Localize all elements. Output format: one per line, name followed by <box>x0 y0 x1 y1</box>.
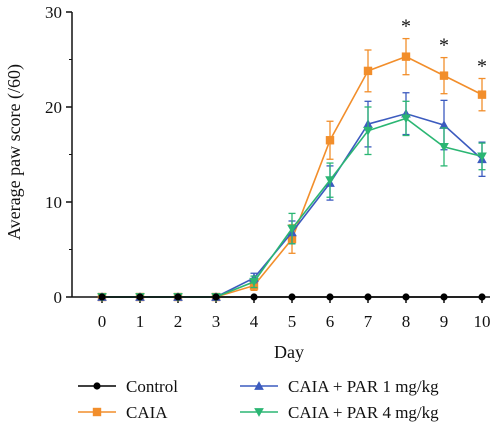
x-tick-label: 1 <box>136 312 145 331</box>
data-point <box>401 52 411 61</box>
data-point <box>439 143 449 152</box>
data-point <box>174 293 182 301</box>
significance-marker: * <box>439 35 449 57</box>
series-line <box>102 117 483 298</box>
data-point <box>477 90 487 99</box>
legend-swatch-marker <box>254 408 264 417</box>
annotation-layer: * * * <box>401 16 487 78</box>
x-tick-label: 4 <box>250 312 259 331</box>
x-axis-title: Day <box>274 342 304 362</box>
y-tick-label: 0 <box>54 288 63 307</box>
legend-item: CAIA <box>78 403 168 422</box>
series-line <box>102 112 483 298</box>
data-point <box>364 293 372 301</box>
x-tick-label: 8 <box>402 312 411 331</box>
y-tick-label: 20 <box>45 98 62 117</box>
x-tick-label: 5 <box>288 312 297 331</box>
legend: Control CAIA + PAR 1 mg/kg CAIA CAIA + PAR … <box>78 377 439 422</box>
data-point <box>98 293 106 301</box>
series-caia-par-1-mg-kg <box>97 92 487 301</box>
data-point <box>136 293 144 301</box>
data-point <box>401 114 411 124</box>
significance-marker: * <box>401 16 411 38</box>
x-ticks: 0 1 2 3 4 5 6 7 8 9 10 <box>98 297 491 331</box>
legend-item: CAIA + PAR 1 mg/kg <box>240 377 439 396</box>
series-layer <box>97 37 487 302</box>
data-point <box>287 224 297 234</box>
x-tick-label: 7 <box>364 312 373 331</box>
significance-marker: * <box>477 56 487 78</box>
series-line <box>102 55 483 298</box>
legend-label: CAIA + PAR 4 mg/kg <box>288 403 439 422</box>
axes: 0 10 20 30 0 1 2 3 4 5 6 7 8 9 10 <box>45 3 491 331</box>
data-point <box>250 293 258 301</box>
data-point <box>439 71 449 80</box>
x-tick-label: 9 <box>440 312 449 331</box>
y-tick-label: 30 <box>45 3 62 22</box>
data-point <box>402 293 410 301</box>
x-tick-label: 10 <box>474 312 491 331</box>
y-ticks: 0 10 20 30 <box>45 3 72 307</box>
series-caia-par-4-mg-kg <box>97 100 487 302</box>
data-point <box>212 293 220 301</box>
data-point <box>325 176 335 185</box>
y-axis-title: Average paw score (/60) <box>4 64 25 240</box>
x-tick-label: 2 <box>174 312 183 331</box>
legend-label: Control <box>126 377 178 396</box>
data-point <box>326 293 334 301</box>
x-tick-label: 6 <box>326 312 335 331</box>
data-point <box>363 66 373 76</box>
y-tick-label: 10 <box>45 193 62 212</box>
data-point <box>477 152 487 162</box>
data-point <box>249 277 259 287</box>
data-point <box>288 293 296 301</box>
x-tick-label: 0 <box>98 312 107 331</box>
x-tick-label: 3 <box>212 312 221 331</box>
legend-swatch-marker <box>254 381 264 390</box>
legend-label: CAIA <box>126 403 168 422</box>
legend-swatch-marker <box>93 382 101 390</box>
series-control <box>98 293 486 301</box>
legend-item: CAIA + PAR 4 mg/kg <box>240 403 439 422</box>
legend-label: CAIA + PAR 1 mg/kg <box>288 377 439 396</box>
legend-swatch-marker <box>92 407 102 417</box>
series-caia <box>97 37 487 302</box>
data-point <box>478 293 486 301</box>
data-point <box>363 126 373 136</box>
data-point <box>439 120 449 129</box>
data-point <box>325 136 335 145</box>
legend-item: Control <box>78 377 178 396</box>
data-point <box>440 293 448 301</box>
